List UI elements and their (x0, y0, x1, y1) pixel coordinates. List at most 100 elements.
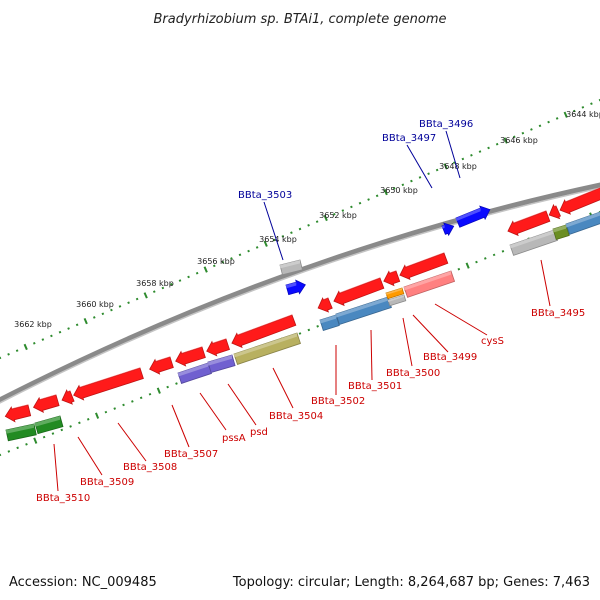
gene-arrow-body (559, 187, 600, 215)
gene-olive-green (552, 224, 570, 241)
ruler-dot (187, 275, 190, 279)
ruler-dot (42, 435, 46, 439)
gene-bbta-3501-steel (335, 296, 392, 325)
label-leader-line (406, 144, 433, 189)
gene-arrow-highlight (208, 355, 232, 366)
gene-arrow-highlight (237, 314, 292, 336)
ruler-kbp-label: 3648 kbp (439, 162, 477, 171)
label-leader-line (445, 130, 461, 179)
gene-bbta-3500-orange (385, 287, 405, 300)
gene-bbta-3508 (73, 367, 144, 401)
gene-arrow-highlight (178, 363, 208, 377)
label-leader-line (171, 404, 190, 448)
ruler-dot (315, 220, 319, 223)
ruler-major-tick (323, 214, 328, 222)
ruler-dot (104, 410, 108, 414)
ruler-dot (86, 417, 90, 421)
ruler-dot (51, 432, 55, 435)
label-leader-line (117, 422, 147, 462)
ruler-dot (375, 194, 379, 198)
gene-arrow-highlight (286, 282, 297, 289)
ruler-kbp-label: 3654 kbp (259, 235, 297, 244)
gene-arrow-highlight (11, 404, 29, 410)
gene-small-red-2 (548, 203, 561, 220)
label-leader-line (263, 201, 284, 261)
gene-labels: BBta_3496 BBta_3497 BBta_3503 BBta_3495 cysS… (36, 119, 585, 504)
ruler-dot (247, 249, 250, 253)
gene-label: BBta_3510 (36, 493, 90, 504)
gene-arrow-highlight (280, 260, 300, 269)
gene-bbta-3501-red (333, 277, 385, 307)
gene-arrow-highlight (67, 390, 70, 393)
gene-label: BBta_3500 (386, 368, 440, 379)
ruler-kbp-label: 3656 kbp (197, 257, 235, 266)
ruler-dot (461, 157, 465, 161)
gene-arrow-body (383, 270, 401, 287)
gene-label: BBta_3501 (348, 381, 402, 392)
gene-cysS-pink (403, 270, 456, 298)
gene-bbta-3500-red (383, 270, 401, 287)
ruler-dot (290, 231, 293, 234)
gene-bbta-3510a (4, 404, 32, 423)
gene-label: psd (250, 427, 268, 438)
gene-bbta-3495a (507, 210, 551, 237)
ruler-dot (272, 238, 276, 242)
gene-bbta-3509-green (34, 415, 64, 435)
gene-arrow-body (317, 297, 333, 313)
ruler-dot (590, 102, 593, 105)
ruler-dot (367, 198, 370, 201)
label-leader-line (540, 259, 551, 307)
gene-label: BBta_3508 (123, 462, 177, 473)
ruler-dot (332, 212, 336, 216)
gene-bbta-3502-steel (319, 314, 340, 332)
gene-bbta-3504-red (231, 314, 297, 349)
ruler-dot (478, 150, 482, 153)
ruler-dot (401, 183, 405, 187)
gene-arrow-highlight (456, 208, 481, 222)
gene-arrow-body (73, 367, 144, 401)
ruler-dot (581, 106, 585, 109)
gene-pssA-purple (177, 362, 212, 384)
label-leader-line (434, 303, 488, 336)
backbone-line (0, 182, 600, 403)
ruler-dot (530, 128, 533, 131)
ruler-kbp-label: 3652 kbp (319, 211, 357, 220)
ruler-kbp-label: 3644 kbp (566, 110, 600, 119)
ruler-dot (127, 301, 130, 305)
ruler-dot (307, 224, 310, 227)
gene-arrow-highlight (35, 416, 60, 427)
ruler-dot (538, 124, 542, 128)
ruler-major-tick (203, 266, 208, 273)
gene-arrow-highlight (566, 212, 600, 228)
gene-bbta-3502-red (317, 297, 333, 313)
ruler-dot (161, 286, 165, 290)
ruler-dot (495, 142, 499, 146)
ruler-dot (195, 271, 199, 275)
gene-features (4, 187, 600, 442)
ruler-major-tick (156, 387, 161, 394)
ruler-dot (298, 332, 302, 335)
gene-arrow-body (4, 404, 32, 423)
ruler-dot (75, 323, 79, 327)
ruler-dot (178, 279, 182, 282)
ruler-dot (101, 312, 105, 316)
ruler-dot (427, 172, 430, 176)
ruler-major-tick (443, 163, 448, 170)
gene-arrow-highlight (181, 346, 202, 354)
gene-bbta-3503 (285, 279, 306, 296)
ruler-dot (475, 260, 478, 264)
map-title: Bradyrhizobium sp. BTAi1, complete genom… (153, 12, 446, 27)
ruler-dot (457, 267, 461, 271)
upper-ruler: 3644 kbp 3646 kbp 3648 kbp 3650 kbp 3652 kbp… (0, 98, 600, 360)
label-leader-line (402, 317, 413, 367)
ruler-dot (298, 227, 302, 231)
ruler-dot (521, 131, 525, 135)
gene-psd-purple (207, 354, 236, 374)
gene-small-red-1 (61, 389, 75, 405)
ruler-kbp-label: 3646 kbp (500, 136, 538, 145)
label-leaders (53, 130, 551, 492)
gene-arrow-body (333, 277, 385, 307)
label-leader-line (370, 329, 373, 381)
gene-bbta-3500-grey (387, 294, 407, 307)
